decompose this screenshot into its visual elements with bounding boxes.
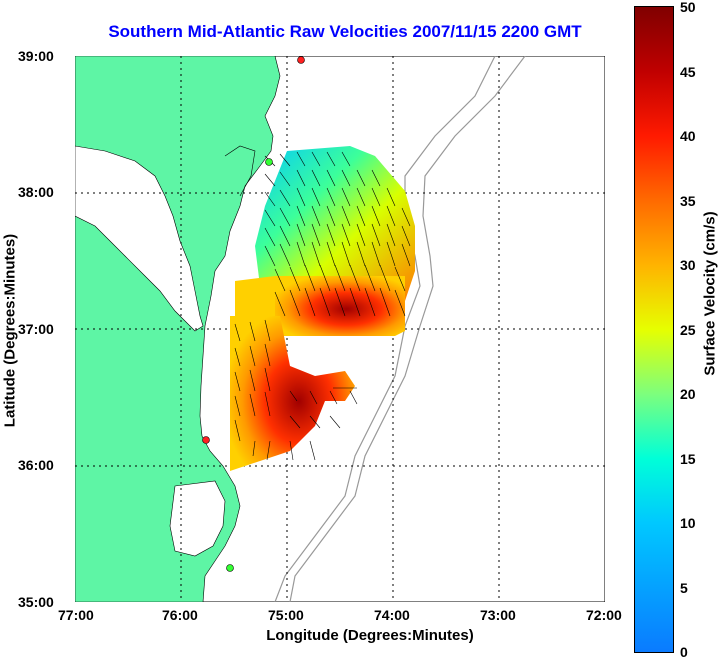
chesapeake-bay: [75, 145, 204, 332]
velocity-field-south: [230, 316, 355, 471]
xtick-label: 76:00: [162, 607, 198, 623]
x-axis-label: Longitude (Degrees:Minutes): [266, 627, 474, 644]
velocity-field-core: [275, 276, 405, 336]
station-marker-1: [297, 56, 305, 64]
map-title: Southern Mid-Atlantic Raw Velocities 200…: [108, 22, 582, 41]
colorbar-tick: 40: [680, 128, 696, 144]
ytick-label: 39:00: [18, 48, 54, 64]
colorbar-tick: 30: [680, 257, 696, 273]
xtick-label: 75:00: [268, 607, 304, 623]
velocity-arrows: [234, 151, 411, 461]
colorbar-tick: 5: [680, 580, 688, 596]
colorbar-tick: 15: [680, 451, 696, 467]
colorbar: [634, 6, 674, 653]
ytick-label: 35:00: [18, 594, 54, 610]
colorbar-tick: 45: [680, 64, 696, 80]
y-axis-label: Latitude (Degrees:Minutes): [1, 233, 19, 428]
colorbar-tick: 10: [680, 515, 696, 531]
xtick-label: 72:00: [586, 607, 622, 623]
xtick-label: 74:00: [374, 607, 410, 623]
colorbar-tick: 25: [680, 322, 696, 338]
xtick-label: 77:00: [58, 607, 94, 623]
colorbar-tick: 35: [680, 193, 696, 209]
station-marker-2: [265, 158, 273, 166]
ytick-label: 37:00: [18, 321, 54, 337]
station-marker-4: [226, 564, 234, 572]
xtick-label: 73:00: [480, 607, 516, 623]
velocity-field-north: [255, 146, 415, 301]
pamlico-sound: [169, 480, 226, 557]
colorbar-tick: 0: [680, 644, 688, 660]
colorbar-tick: 20: [680, 386, 696, 402]
ytick-label: 38:00: [18, 184, 54, 200]
station-marker-3: [202, 436, 210, 444]
velocity-field-west: [235, 276, 275, 321]
colorbar-tick: 50: [680, 0, 696, 15]
velocity-map: [75, 56, 605, 602]
delmarva-east: [224, 145, 256, 197]
ytick-label: 36:00: [18, 457, 54, 473]
isobath-2: [289, 56, 526, 602]
colorbar-label: Surface Velocity (cm/s): [701, 211, 719, 376]
